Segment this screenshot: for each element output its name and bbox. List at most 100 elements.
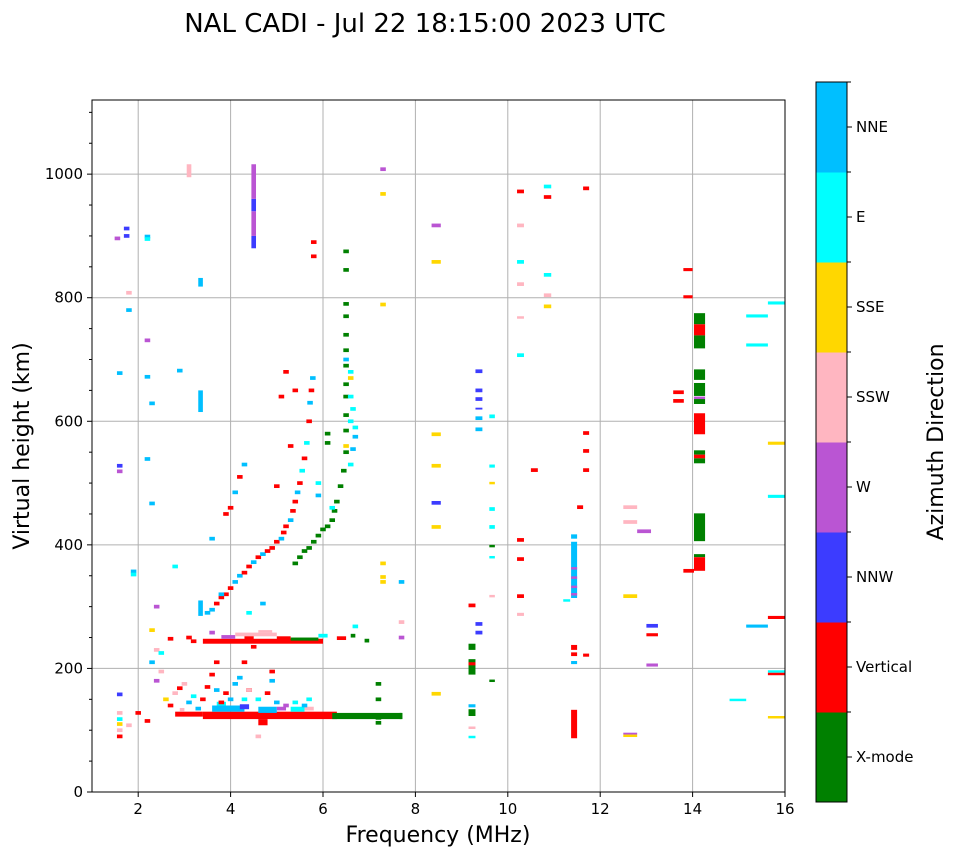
data-point-x-mode	[297, 555, 303, 560]
data-point-nne	[130, 569, 137, 574]
data-point-w	[144, 338, 151, 343]
data-point-w	[380, 167, 386, 172]
data-point-vertical	[292, 388, 299, 393]
data-point-nne	[232, 580, 238, 584]
data-point-ssw	[126, 290, 132, 295]
data-point-w	[571, 576, 578, 579]
data-point-e	[315, 481, 322, 485]
data-point-e	[347, 370, 354, 374]
data-point-e	[347, 462, 354, 467]
data-point-vertical	[276, 636, 291, 641]
data-point-sse	[431, 463, 441, 468]
data-point-w	[276, 706, 287, 711]
colorbar-label-vertical: Vertical	[856, 658, 912, 676]
data-point-w	[571, 593, 578, 596]
data-point-vertical	[283, 524, 289, 529]
data-point-w	[153, 678, 160, 683]
data-point-ssw	[489, 594, 495, 598]
data-point-x-mode	[364, 638, 370, 643]
data-point-vertical	[517, 557, 524, 561]
data-point-nne	[204, 610, 211, 615]
chart-title: NAL CADI - Jul 22 18:15:00 2023 UTC	[184, 9, 666, 39]
data-point-x-mode	[332, 712, 402, 720]
data-point-ssw	[543, 293, 552, 298]
data-point-nne	[571, 541, 578, 598]
data-point-vertical	[308, 388, 315, 393]
data-point-x-mode	[343, 268, 349, 272]
data-point-nne	[232, 682, 238, 686]
data-point-vertical	[693, 557, 706, 571]
colorbar-swatch-sse	[816, 262, 847, 353]
data-point-x-mode	[343, 450, 349, 455]
data-point-ssw	[181, 682, 188, 686]
data-point-vertical	[693, 413, 706, 435]
data-point-vertical	[274, 539, 280, 544]
data-point-x-mode	[375, 720, 382, 725]
data-point-nne	[198, 277, 203, 287]
data-point-vertical	[175, 711, 203, 717]
data-point-e	[767, 494, 785, 498]
data-point-vertical	[264, 549, 271, 553]
data-point-e	[329, 505, 336, 510]
data-point-nne	[260, 601, 266, 606]
data-point-nnw	[116, 692, 123, 697]
data-point-x-mode	[693, 513, 706, 542]
data-point-e	[299, 468, 305, 473]
data-point-ssw	[153, 648, 160, 652]
data-point-x-mode	[468, 659, 476, 675]
data-point-vertical	[213, 660, 220, 665]
data-point-vertical	[241, 660, 248, 665]
data-point-vertical	[116, 734, 123, 739]
data-point-nne	[287, 518, 294, 522]
data-point-vertical	[571, 652, 578, 657]
data-point-nne	[198, 600, 203, 616]
data-point-nne	[209, 607, 215, 612]
data-point-w	[431, 223, 441, 228]
data-point-x-mode	[320, 527, 326, 532]
data-point-e	[729, 698, 747, 702]
data-point-nnw	[475, 630, 483, 635]
data-point-nne	[475, 416, 483, 421]
data-point-w	[153, 604, 160, 609]
data-point-w	[283, 703, 289, 708]
data-point-vertical	[517, 538, 524, 542]
data-point-vertical	[583, 653, 590, 657]
data-point-nnw	[646, 623, 658, 628]
data-point-e	[746, 314, 768, 318]
data-point-vertical	[290, 509, 296, 513]
data-point-nne	[149, 501, 155, 506]
data-point-ssw	[517, 223, 524, 228]
data-point-vertical	[167, 703, 174, 708]
data-point-w	[637, 529, 652, 534]
data-point-x-mode	[693, 554, 706, 558]
data-point-vertical	[244, 636, 254, 642]
data-point-nnw	[431, 500, 441, 505]
data-point-vertical	[673, 390, 684, 395]
x-tick-label: 8	[411, 800, 421, 818]
data-point-x-mode	[693, 450, 706, 455]
data-point-nne	[218, 592, 225, 597]
data-point-w	[623, 732, 638, 735]
data-point-e	[304, 441, 310, 445]
data-point-e	[350, 407, 356, 411]
data-point-nnw	[251, 198, 257, 212]
data-point-vertical	[292, 499, 299, 504]
data-point-vertical	[278, 394, 285, 399]
data-point-nnw	[239, 704, 250, 710]
x-tick-label: 10	[498, 800, 517, 818]
data-point-x-mode	[292, 561, 299, 566]
data-point-x-mode	[489, 544, 495, 548]
data-point-x-mode	[306, 546, 312, 550]
data-point-vertical	[517, 189, 524, 194]
data-point-e	[543, 273, 552, 277]
data-point-x-mode	[693, 382, 706, 396]
data-point-nne	[475, 427, 483, 432]
colorbar-frame	[815, 81, 848, 803]
x-tick-label: 14	[683, 800, 702, 818]
y-axis-label: Virtual height (km)	[10, 342, 35, 549]
data-point-x-mode	[693, 313, 706, 325]
data-point-vertical	[468, 662, 476, 666]
data-point-e	[255, 697, 262, 702]
data-point-vertical	[530, 468, 538, 472]
x-axis-label: Frequency (MHz)	[346, 823, 531, 848]
